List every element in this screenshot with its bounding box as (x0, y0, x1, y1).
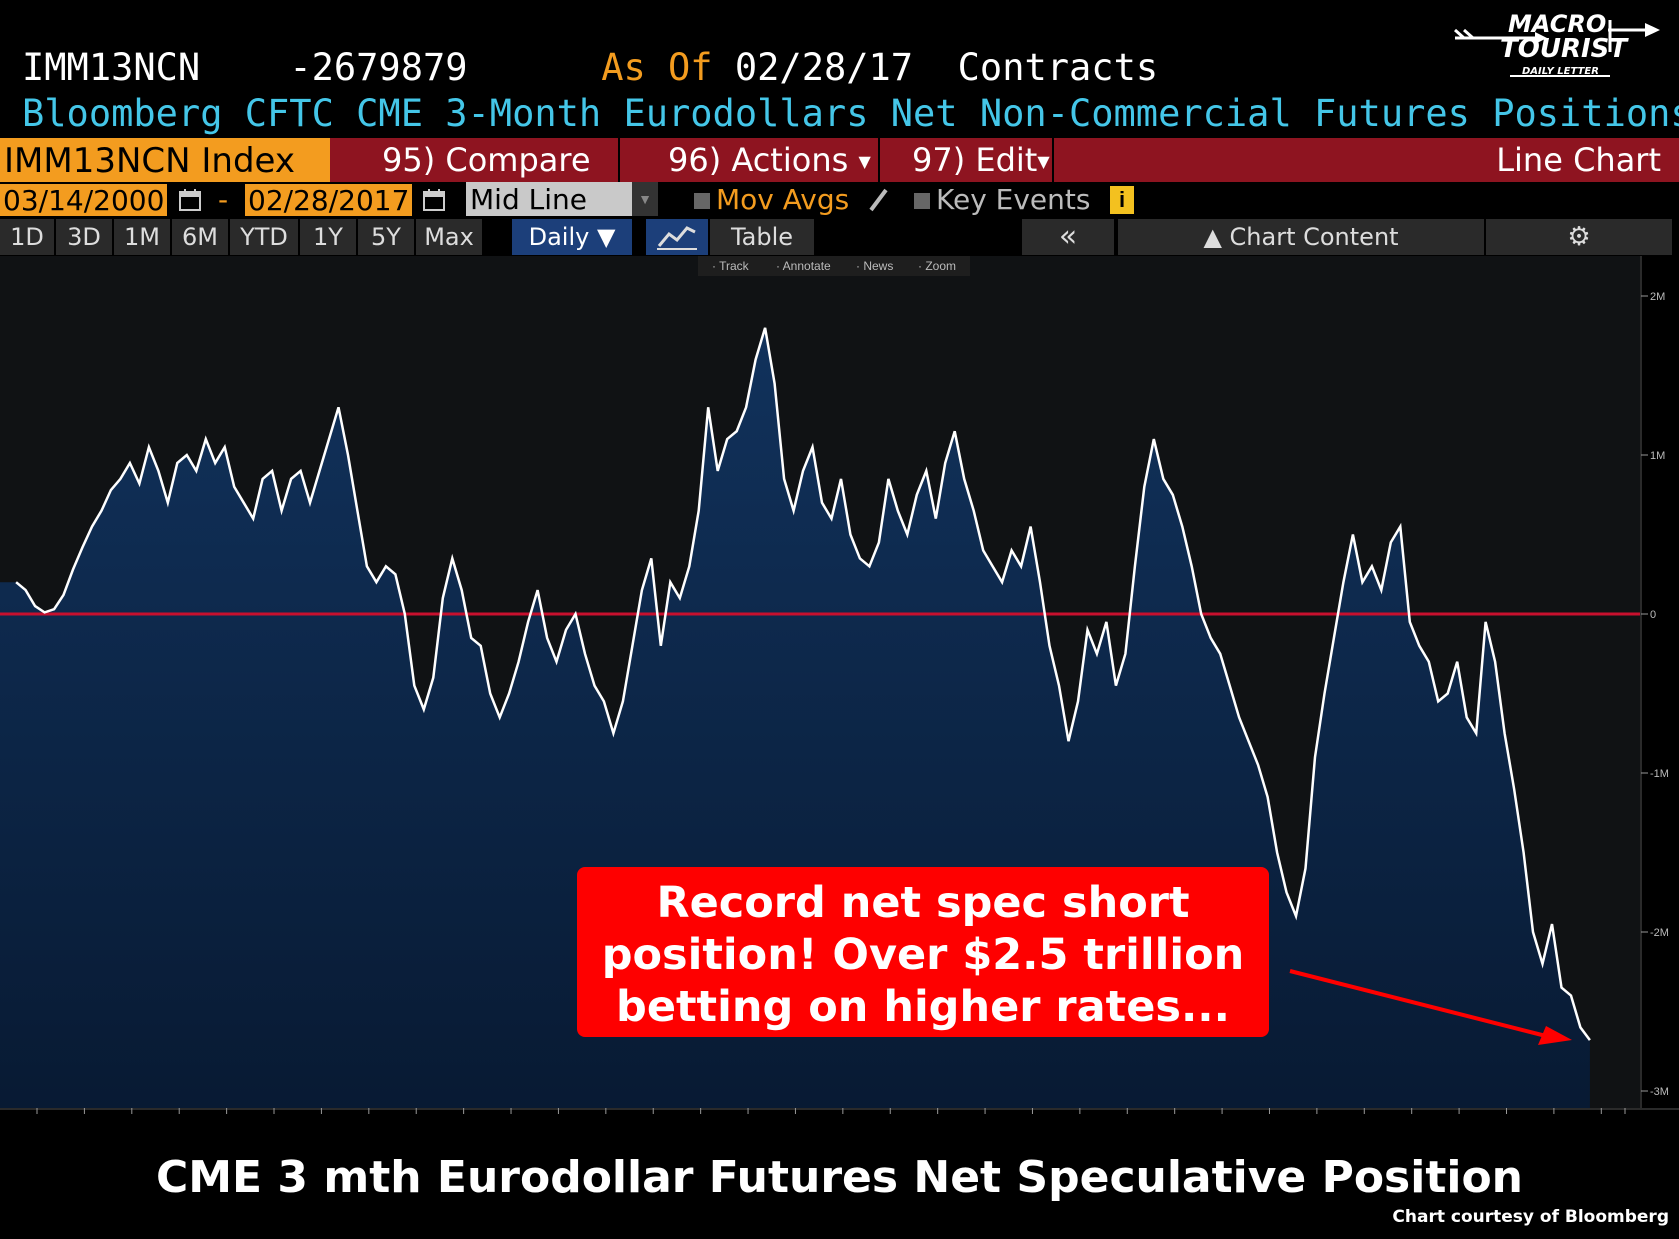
line-chart-icon[interactable] (646, 219, 708, 255)
security-field[interactable]: IMM13NCN Index (0, 138, 330, 182)
annotation-arrow (1289, 969, 1547, 1038)
caret-down-icon: ▼ (1037, 152, 1050, 171)
macro-tourist-logo: MACRO TOURIST DAILY LETTER (1450, 8, 1665, 86)
divider (878, 138, 880, 182)
chart-content-label: Chart Content (1229, 223, 1399, 251)
collapse-button[interactable]: « (1022, 219, 1114, 255)
series-description: Bloomberg CFTC CME 3-Month Eurodollars N… (22, 92, 1679, 135)
frequency-select[interactable]: Daily ▼ (512, 219, 632, 255)
period-button-max[interactable]: Max (416, 219, 482, 255)
mode-select[interactable]: Mid Line (466, 182, 632, 216)
chevron-down-icon[interactable]: ▼ (632, 182, 658, 216)
calendar-icon[interactable] (420, 186, 448, 214)
annotation-line: position! Over $2.5 trillion (601, 930, 1245, 980)
period-button-6m[interactable]: 6M (172, 219, 228, 255)
annotation-box: Record net spec short position! Over $2.… (577, 867, 1269, 1037)
y-tick-label: 0 (1650, 609, 1656, 621)
divider (1052, 138, 1054, 182)
logo-line2: TOURIST (1500, 34, 1628, 64)
period-button-3d[interactable]: 3D (56, 219, 112, 255)
arrow-head-icon (1538, 1026, 1572, 1045)
edit-button[interactable]: 97) Edit▼ (912, 138, 1050, 182)
info-icon[interactable]: i (1110, 186, 1134, 214)
footer-title: CME 3 mth Eurodollar Futures Net Specula… (155, 1152, 1523, 1203)
y-tick-label: -3M (1650, 1086, 1669, 1098)
pencil-icon[interactable] (866, 186, 890, 214)
period-button-1m[interactable]: 1M (114, 219, 170, 255)
chart-tool-strip: · Track · Annotate · News · Zoom (698, 256, 970, 276)
tool-zoom[interactable]: · Zoom (918, 259, 956, 273)
start-date-input[interactable]: 03/14/2000 (0, 184, 168, 217)
annotation-line: betting on higher rates... (616, 982, 1230, 1032)
edit-label: 97) Edit (912, 141, 1038, 179)
period-button-1d[interactable]: 1D (0, 219, 54, 255)
y-tick-label: 2M (1650, 291, 1665, 303)
as-of-label: As Of (601, 46, 713, 89)
logo-line3: DAILY LETTER (1522, 66, 1599, 77)
gear-icon[interactable]: ⚙ (1486, 219, 1672, 255)
tool-track[interactable]: · Track (712, 259, 750, 273)
date-dash: - (218, 183, 229, 216)
chart-type-label[interactable]: Line Chart (1496, 141, 1661, 179)
header-line: IMM13NCN -2679879 As Of 02/28/17 Contrac… (22, 46, 1158, 89)
annotation-line: Record net spec short (656, 878, 1190, 928)
series-line (15, 327, 1591, 1041)
period-button-1y[interactable]: 1Y (300, 219, 356, 255)
last-value: -2679879 (289, 46, 468, 89)
caret-down-icon: ▼ (858, 152, 871, 171)
tab-table[interactable]: Table (710, 219, 814, 255)
checkbox-icon (914, 193, 930, 209)
tool-strip-bg (698, 256, 970, 276)
period-button-5y[interactable]: 5Y (358, 219, 414, 255)
mov-avgs-toggle[interactable]: Mov Avgs (694, 184, 849, 216)
chart-content-icon: ▲ (1203, 223, 1230, 251)
arrow-icon (1454, 20, 1660, 77)
logo-line1: MACRO (1508, 10, 1607, 38)
ticker-code: IMM13NCN (22, 46, 201, 89)
as-of-date: 02/28/17 (734, 46, 914, 89)
key-events-toggle[interactable]: Key Events (914, 184, 1090, 216)
divider (618, 138, 620, 182)
key-events-label: Key Events (936, 183, 1091, 216)
checkbox-icon (694, 193, 710, 209)
period-button-ytd[interactable]: YTD (230, 219, 298, 255)
tool-annotate[interactable]: · Annotate (776, 259, 831, 273)
end-date-input[interactable]: 02/28/2017 (245, 184, 413, 217)
y-tick-label: -2M (1650, 927, 1669, 939)
mov-avgs-label: Mov Avgs (716, 183, 850, 216)
y-tick-label: -1M (1650, 768, 1669, 780)
compare-button[interactable]: 95) Compare (382, 141, 591, 179)
actions-button[interactable]: 96) Actions ▼ (668, 138, 871, 182)
tool-news[interactable]: · News (856, 259, 893, 273)
calendar-icon[interactable] (176, 186, 204, 214)
chart-credit: Chart courtesy of Bloomberg (1392, 1207, 1669, 1227)
actions-label: 96) Actions (668, 141, 849, 179)
units-label: Contracts (957, 46, 1159, 89)
y-tick-label: 1M (1650, 450, 1665, 462)
chart-content-button[interactable]: ▲ Chart Content (1118, 219, 1484, 255)
